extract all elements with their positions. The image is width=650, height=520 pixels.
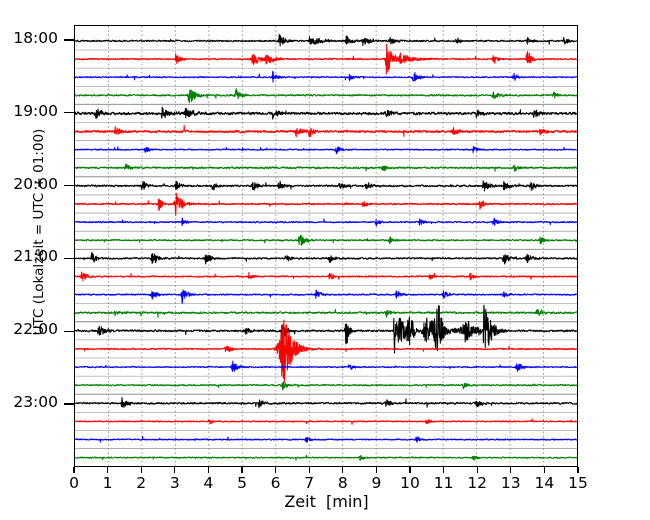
seismic-trace [75, 397, 577, 409]
seismic-trace [75, 436, 577, 443]
seismic-trace [75, 125, 577, 138]
x-axis-tick [207, 467, 210, 473]
y-axis-tick-label: 18:00 [13, 29, 58, 47]
seismic-trace [75, 252, 577, 265]
x-axis-tick-label: 0 [69, 474, 79, 492]
y-axis-tick-label: 22:00 [13, 320, 58, 339]
seismic-trace [75, 163, 577, 172]
x-axis-tick-label: 4 [203, 474, 214, 492]
x-axis-tick [342, 467, 344, 473]
grid-layer [75, 26, 577, 466]
seismic-trace [75, 146, 577, 155]
x-axis-tick-label: 12 [467, 474, 488, 492]
y-axis-tick-label: 20:00 [13, 174, 58, 193]
x-axis-tick [409, 467, 411, 473]
seismic-trace [75, 319, 577, 383]
y-axis-tick [64, 403, 74, 405]
seismic-trace [75, 308, 577, 318]
x-axis-tick-label: 3 [169, 474, 180, 492]
seismic-trace [75, 360, 577, 372]
seismic-trace [75, 43, 577, 75]
x-axis-tick [375, 467, 378, 473]
seismic-trace [75, 381, 577, 391]
y-axis-tick-label: 23:00 [13, 393, 58, 411]
seismic-trace [75, 70, 577, 83]
y-axis-tick [64, 112, 74, 114]
x-axis-tick [241, 467, 243, 473]
y-axis-tick-label: 21:00 [13, 247, 58, 266]
x-axis-tick [476, 467, 478, 473]
seismic-trace [75, 88, 577, 104]
x-axis-tick [543, 467, 546, 473]
seismic-trace [75, 192, 577, 216]
seismic-trace [75, 180, 577, 192]
x-axis-tick [73, 467, 75, 473]
seismic-trace [75, 418, 577, 425]
plot-area [74, 25, 578, 467]
seismic-trace [75, 217, 577, 227]
x-axis-tick-label: 10 [400, 474, 420, 492]
x-axis-tick-label: 15 [568, 474, 588, 492]
y-axis-tick [64, 257, 74, 260]
seismic-trace [75, 33, 577, 47]
y-axis-tick [64, 184, 74, 187]
y-axis-tick [64, 330, 74, 332]
x-axis-tick-label: 11 [433, 474, 454, 492]
x-axis-tick-label: 7 [304, 474, 315, 492]
x-axis-tick [274, 467, 277, 473]
x-axis-tick-label: 1 [102, 474, 113, 492]
x-axis-tick-label: 14 [534, 474, 555, 492]
seismic-trace [75, 106, 577, 120]
x-axis-tick [174, 467, 176, 473]
x-axis-tick-label: 8 [337, 474, 348, 492]
seismic-trace [75, 454, 577, 461]
trace-layer [75, 33, 577, 461]
x-axis-tick [106, 467, 109, 473]
x-axis-tick-label: 9 [371, 474, 382, 492]
x-axis-tick [140, 467, 142, 473]
x-axis-tick-label: 6 [270, 474, 281, 492]
y-axis-tick [64, 39, 74, 41]
seismic-trace [75, 271, 577, 282]
x-axis-tick [308, 467, 310, 473]
x-axis-tick-label: 2 [136, 474, 147, 492]
x-axis-tick-label: 13 [500, 474, 521, 492]
x-axis-tick [442, 467, 445, 473]
seismic-trace [75, 234, 577, 246]
x-axis-tick [510, 467, 512, 473]
y-axis-tick-label: 19:00 [13, 101, 58, 120]
x-axis-tick-label: 5 [237, 474, 247, 492]
seismic-trace [75, 289, 577, 304]
seismic-trace [75, 304, 577, 354]
x-axis-label: Zeit [min] [284, 492, 369, 511]
x-axis-tick [577, 467, 579, 473]
